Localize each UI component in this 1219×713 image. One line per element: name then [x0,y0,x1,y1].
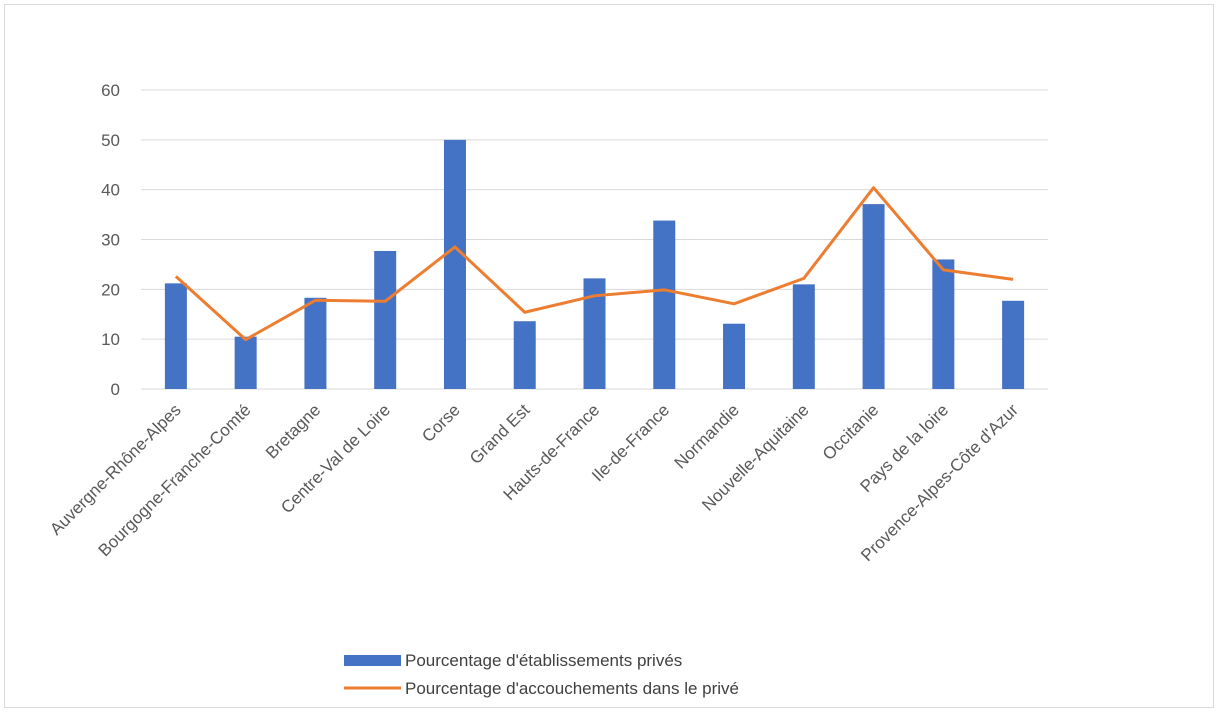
bar [792,284,815,389]
x-tick-label: Occitanie [819,400,883,464]
x-tick-label: Grand Est [466,400,534,468]
y-tick-label: 0 [111,380,120,399]
y-tick-label: 30 [101,231,120,250]
bar [723,323,746,389]
y-tick-label: 10 [101,330,120,349]
y-tick-label: 50 [101,131,120,150]
bar [583,278,606,389]
legend-line-label: Pourcentage d'accouchements dans le priv… [405,679,739,698]
bar [234,336,257,389]
x-axis-tick-labels: Auvergne-Rhône-AlpesBourgogne-Franche-Co… [46,400,1022,565]
line-series [174,186,1014,342]
bar [862,204,885,389]
gridlines [141,89,1048,340]
bar [653,220,676,389]
legend: Pourcentage d'établissements privés Pour… [344,651,739,698]
x-tick-label: Auvergne-Rhône-Alpes [46,400,184,538]
bar [443,139,466,389]
y-tick-label: 60 [101,81,120,100]
legend-bar-label: Pourcentage d'établissements privés [405,651,682,670]
legend-bar-swatch [344,655,401,666]
x-tick-label: Corse [418,400,464,446]
x-tick-label: Normandie [671,400,743,472]
bar [932,259,955,389]
y-tick-label: 40 [101,181,120,200]
x-tick-label: Bretagne [262,400,324,462]
bar [513,321,536,389]
bar [1002,300,1025,389]
bar-series [164,139,1025,389]
bar [164,283,187,389]
y-tick-label: 20 [101,280,120,299]
x-tick-label: Bourgogne-Franche-Comté [95,400,255,560]
y-axis-tick-labels: 0 10 20 30 40 50 60 [101,81,120,399]
bar [304,297,327,389]
bar [374,250,397,389]
